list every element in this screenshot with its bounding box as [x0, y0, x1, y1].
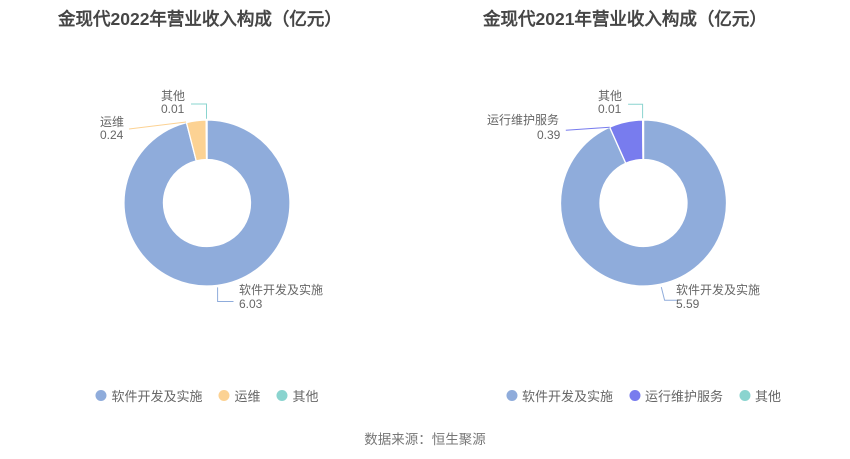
svg-text:其他: 其他	[161, 89, 185, 103]
svg-text:6.03: 6.03	[239, 297, 263, 311]
svg-text:软件开发及实施: 软件开发及实施	[239, 282, 323, 297]
svg-text:0.01: 0.01	[161, 102, 185, 116]
svg-text:软件开发及实施: 软件开发及实施	[676, 282, 760, 297]
svg-text:5.59: 5.59	[676, 297, 700, 311]
svg-text:运行维护服务: 运行维护服务	[487, 112, 559, 127]
svg-text:其他: 其他	[598, 89, 622, 103]
svg-text:0.24: 0.24	[100, 128, 124, 142]
svg-text:0.39: 0.39	[537, 128, 561, 142]
svg-text:0.01: 0.01	[598, 102, 622, 116]
svg-text:运维: 运维	[100, 115, 124, 129]
